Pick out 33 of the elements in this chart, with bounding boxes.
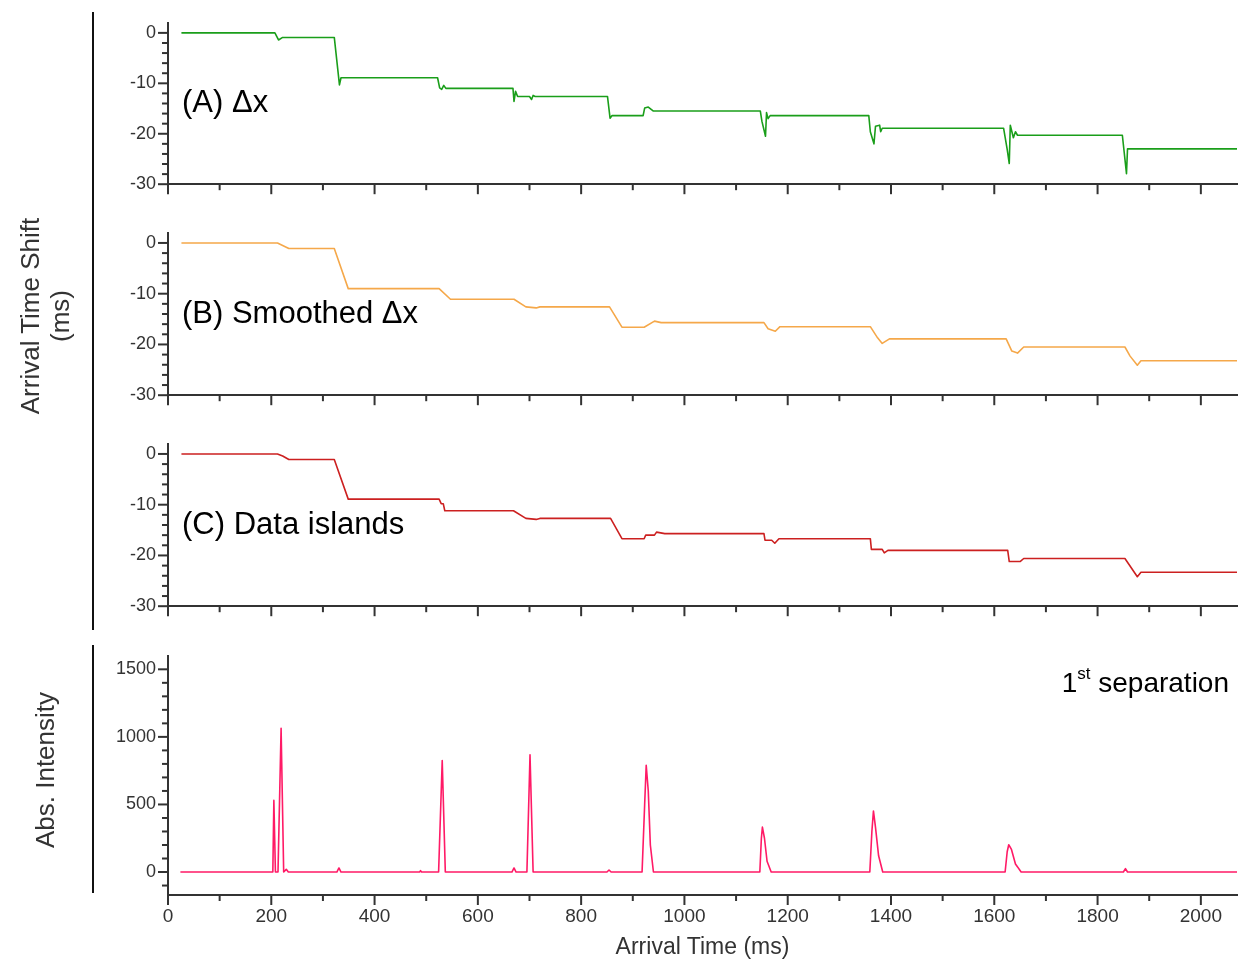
y-tick-label: 500	[125, 793, 156, 814]
x-tick-label: 200	[255, 904, 288, 926]
annotation: (A) Δx	[182, 84, 269, 120]
y-tick-label: -30	[129, 384, 156, 405]
annotation: (C) Data islands	[182, 505, 405, 541]
x-tick-label: 400	[358, 904, 391, 926]
y-axis-title: Arrival Time Shift (ms)	[15, 216, 75, 417]
annotation: (B) Smoothed Δx	[182, 294, 419, 330]
y-tick-label: 0	[145, 231, 156, 252]
y-tick-label: -20	[129, 122, 156, 143]
y-tick-label: -10	[129, 72, 156, 93]
y-tick-label: -20	[129, 544, 156, 565]
x-axis-title: Arrival Time (ms)	[615, 932, 790, 959]
y-tick-label: 0	[145, 442, 156, 463]
x-tick-label: 800	[565, 904, 597, 926]
y-tick-label: -30	[129, 595, 156, 616]
y-tick-label: -10	[129, 282, 156, 303]
y-tick-label: -20	[129, 333, 156, 354]
y-tick-label: -30	[129, 173, 156, 194]
x-tick-label: 2000	[1179, 904, 1222, 926]
y-tick-label: 1500	[115, 658, 156, 679]
y-tick-label: 0	[145, 21, 156, 42]
x-tick-label: 1800	[1076, 904, 1119, 926]
y-axis-title: Abs. Intensity	[30, 690, 60, 851]
y-tick-label: 1000	[115, 725, 156, 746]
x-tick-label: 1200	[766, 904, 809, 926]
x-tick-label: 1600	[973, 904, 1016, 926]
x-tick-label: 1400	[869, 904, 913, 926]
y-tick-label: -10	[129, 493, 156, 514]
x-tick-label: 600	[462, 904, 494, 926]
x-tick-label: 0	[162, 904, 174, 926]
y-tick-label: 0	[145, 860, 156, 881]
x-tick-label: 1000	[663, 904, 706, 926]
